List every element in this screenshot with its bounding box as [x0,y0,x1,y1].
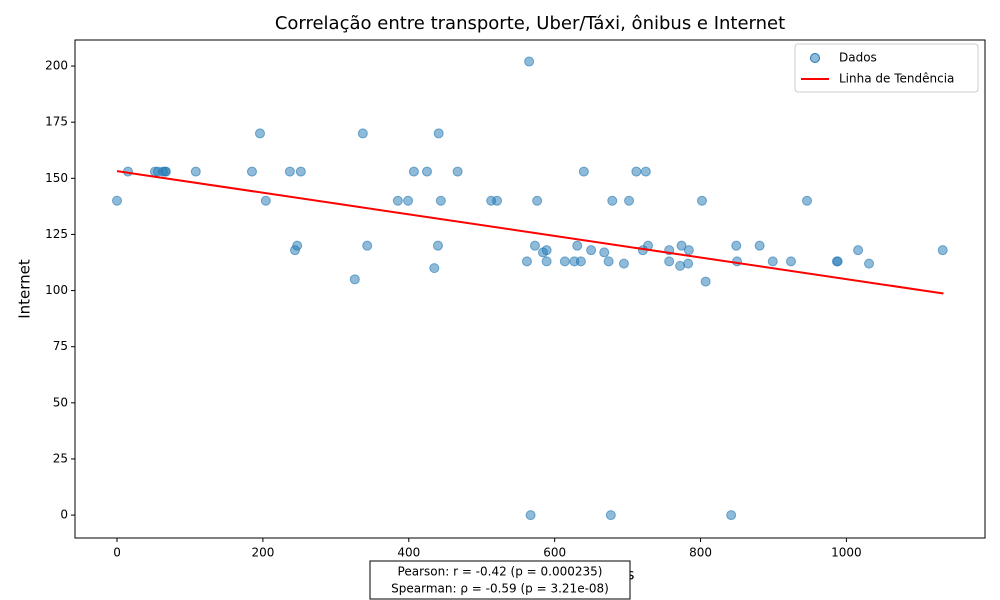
y-tick-label: 125 [45,227,68,241]
x-tick-label: 600 [543,546,566,560]
data-point [525,510,536,521]
data-point [785,256,796,267]
y-tick-label: 0 [60,508,68,522]
data-point [607,195,618,206]
data-point [246,166,257,177]
data-point [524,56,535,67]
data-point [937,245,948,256]
data-point [254,128,265,139]
data-point [521,256,532,267]
data-point [683,245,694,256]
data-point [732,256,743,267]
data-point [190,166,201,177]
x-tick-label: 800 [689,546,712,560]
data-point [392,195,403,206]
data-point [683,258,694,269]
data-point [435,195,446,206]
y-tick-label: 150 [45,171,68,185]
x-tick-label: 1000 [831,546,862,560]
data-point [541,245,552,256]
data-point [292,240,303,251]
data-point [802,195,813,206]
y-tick-label: 25 [53,451,68,465]
data-point [664,256,675,267]
data-point [767,256,778,267]
data-point [676,240,687,251]
data-point [731,240,742,251]
data-point [578,166,589,177]
data-point [541,256,552,267]
data-point [853,245,864,256]
annotation-box [369,560,631,600]
data-point [532,195,543,206]
data-point [696,195,707,206]
data-point [284,166,295,177]
data-point [260,195,271,206]
data-point [529,240,540,251]
trend-line [116,170,944,295]
plot-frame [74,39,986,539]
legend-label: Linha de Tendência [839,72,954,86]
data-point [575,256,586,267]
y-tick-label: 75 [53,339,68,353]
chart-title: Correlação entre transporte, Uber/Táxi, … [275,13,785,34]
y-tick-label: 175 [45,115,68,129]
x-tick-label: 400 [397,546,420,560]
y-tick-label: 100 [45,283,68,297]
data-point [422,166,433,177]
data-point [754,240,765,251]
data-point [432,240,443,251]
data-point [362,240,373,251]
data-point [624,195,635,206]
data-point [429,263,440,274]
data-point [295,166,306,177]
data-point [726,510,737,521]
data-point [403,195,414,206]
data-point [349,274,360,285]
legend-label: Dados [839,51,877,65]
data-point [631,166,642,177]
y-tick-label: 200 [45,59,68,73]
data-point [433,128,444,139]
x-tick-label: 0 [113,546,121,560]
data-point [586,245,597,256]
data-point [408,166,419,177]
data-point [112,195,123,206]
data-point [357,128,368,139]
data-point [640,166,651,177]
data-point [599,247,610,258]
y-axis-label: Internet [16,259,34,319]
legend-swatch [810,53,820,63]
annotation: Pearson: r = -0.42 (p = 0.000235) [398,565,603,579]
data-point [559,256,570,267]
data-point [603,256,614,267]
data-point [618,258,629,269]
annotation: Spearman: ρ = -0.59 (p = 3.21e-08) [391,582,609,596]
data-point [452,166,463,177]
data-point [160,166,171,177]
legend-box [794,43,979,93]
data-point [832,256,843,267]
data-point [605,510,616,521]
data-point [492,195,503,206]
y-tick-label: 50 [53,395,68,409]
data-point [572,240,583,251]
data-point [700,276,711,287]
x-tick-label: 200 [251,546,274,560]
data-point [864,258,875,269]
